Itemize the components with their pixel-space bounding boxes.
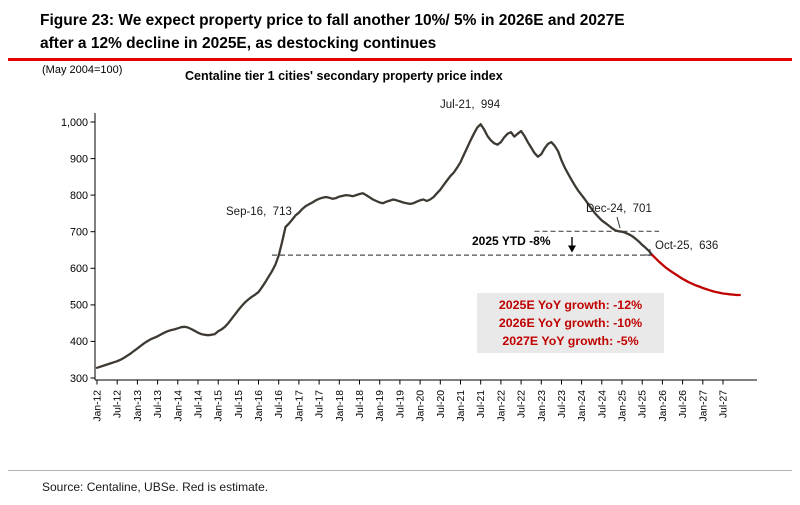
figure-title-line2: after a 12% decline in 2025E, as destock… — [40, 35, 437, 52]
dec24-connector-line — [616, 216, 621, 229]
svg-text:Jan-26: Jan-26 — [658, 390, 669, 422]
svg-text:800: 800 — [70, 190, 88, 202]
svg-text:Jan-19: Jan-19 — [375, 390, 386, 422]
svg-text:Jan-12: Jan-12 — [93, 390, 104, 422]
svg-text:Jul-17: Jul-17 — [315, 390, 326, 418]
x-axis-ticks: Jan-12 Jul-12 Jan-13 Jul-13 Jan-14 Jul-14 Jan-… — [93, 380, 730, 421]
svg-text:Jul-19: Jul-19 — [395, 390, 406, 418]
svg-text:400: 400 — [70, 336, 88, 348]
svg-text:Jan-17: Jan-17 — [294, 390, 305, 422]
title-divider-rule — [8, 58, 792, 61]
svg-text:900: 900 — [70, 153, 88, 165]
growth-forecast-line-2025: 2025E YoY growth: -12% — [498, 298, 643, 312]
footer-divider-rule — [8, 470, 792, 471]
svg-text:Jul-16: Jul-16 — [274, 390, 285, 418]
svg-text:1,000: 1,000 — [61, 117, 88, 129]
data-label-jul21: Jul-21, 994 — [440, 99, 501, 111]
svg-text:Jan-13: Jan-13 — [133, 390, 144, 422]
ytd-down-arrow — [568, 237, 576, 253]
data-label-dec24: Dec-24, 701 — [586, 203, 652, 215]
svg-text:Jan-14: Jan-14 — [173, 390, 184, 422]
svg-text:Jan-16: Jan-16 — [254, 390, 265, 422]
figure-title-line1: Figure 23: We expect property price to f… — [40, 12, 625, 29]
svg-text:Jul-12: Jul-12 — [113, 390, 124, 418]
svg-text:300: 300 — [70, 373, 88, 385]
oct25-connector-elbow — [644, 249, 651, 256]
axis-units-label: (May 2004=100) — [42, 64, 123, 76]
svg-text:Jan-21: Jan-21 — [456, 390, 467, 422]
growth-forecast-box: 2025E YoY growth: -12% 2026E YoY growth:… — [477, 293, 664, 353]
svg-text:700: 700 — [70, 227, 88, 239]
data-label-oct25: Oct-25, 636 — [655, 240, 719, 252]
svg-text:Jul-22: Jul-22 — [517, 390, 528, 418]
svg-text:Jan-25: Jan-25 — [618, 390, 629, 422]
svg-text:Jan-22: Jan-22 — [496, 390, 507, 422]
svg-text:Jul-15: Jul-15 — [234, 390, 245, 418]
svg-text:Jul-26: Jul-26 — [678, 390, 689, 418]
growth-forecast-line-2027: 2027E YoY growth: -5% — [502, 334, 639, 348]
svg-text:Jan-23: Jan-23 — [537, 390, 548, 422]
svg-text:Jan-18: Jan-18 — [335, 390, 346, 422]
figure-title: Figure 23: We expect property price to f… — [40, 9, 625, 55]
svg-text:Jul-13: Jul-13 — [153, 390, 164, 418]
svg-text:Jan-15: Jan-15 — [214, 390, 225, 422]
source-note: Source: Centaline, UBSe. Red is estimate… — [42, 480, 269, 494]
y-axis-ticks: 300 400 500 600 700 800 900 1,000 — [61, 117, 95, 385]
reference-dashed-lines — [272, 230, 660, 256]
data-label-sep16: Sep-16, 713 — [226, 206, 292, 218]
svg-text:Jan-24: Jan-24 — [577, 390, 588, 422]
svg-text:600: 600 — [70, 263, 88, 275]
svg-text:Jul-23: Jul-23 — [557, 390, 568, 418]
svg-text:Jul-18: Jul-18 — [355, 390, 366, 418]
svg-text:Jul-20: Jul-20 — [436, 390, 447, 418]
svg-text:Jul-25: Jul-25 — [638, 390, 649, 418]
svg-text:Jan-27: Jan-27 — [698, 390, 709, 422]
svg-text:Jul-21: Jul-21 — [476, 390, 487, 418]
svg-text:Jul-24: Jul-24 — [597, 390, 608, 418]
svg-text:Jul-27: Jul-27 — [719, 390, 730, 418]
ytd-change-label: 2025 YTD -8% — [472, 234, 551, 248]
chart-title: Centaline tier 1 cities' secondary prope… — [185, 69, 503, 83]
svg-text:500: 500 — [70, 300, 88, 312]
growth-forecast-line-2026: 2026E YoY growth: -10% — [498, 316, 643, 330]
svg-text:Jan-20: Jan-20 — [416, 390, 427, 422]
svg-text:Jul-14: Jul-14 — [194, 390, 205, 418]
